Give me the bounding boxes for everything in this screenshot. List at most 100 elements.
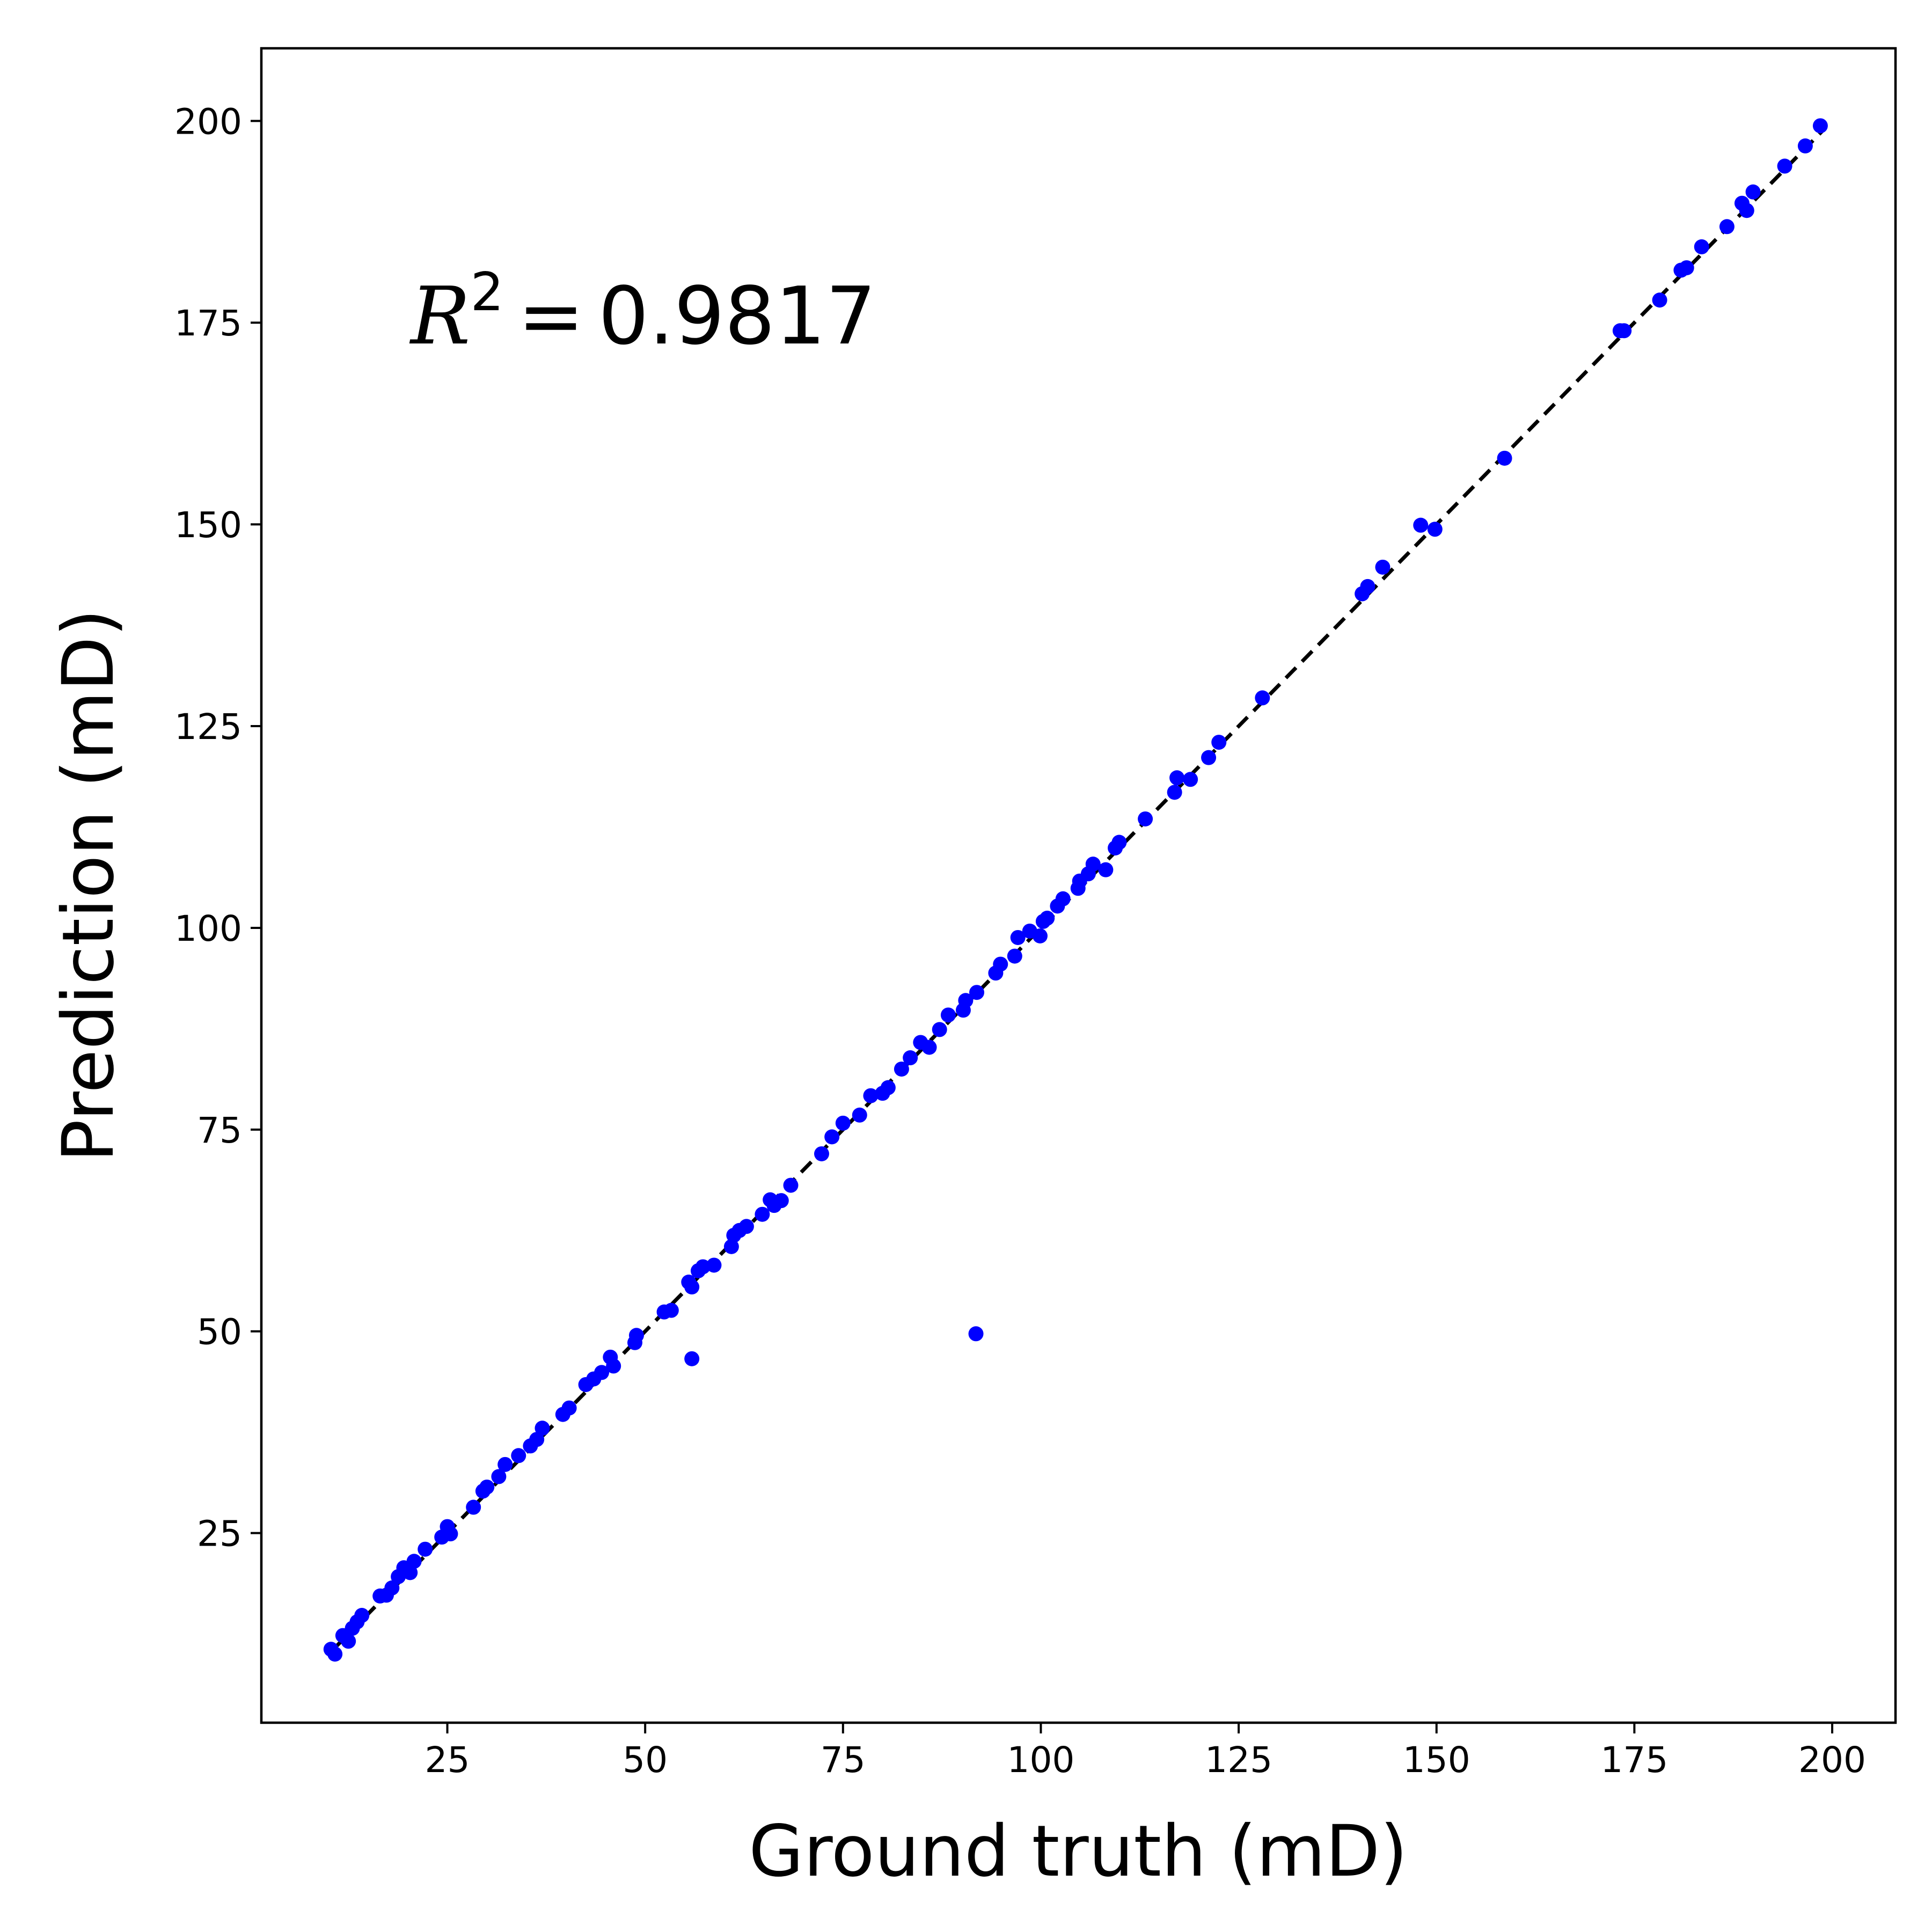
data-point bbox=[969, 985, 985, 1000]
y-tick-label: 100 bbox=[174, 908, 242, 949]
data-point bbox=[529, 1432, 545, 1447]
data-point bbox=[535, 1421, 550, 1436]
data-point bbox=[1652, 292, 1667, 308]
data-point bbox=[1201, 750, 1217, 765]
y-axis: 25 50 75 100 125 150 175 200 bbox=[174, 101, 261, 1555]
annotation-exponent: 2 bbox=[470, 262, 503, 323]
annotation-equals: = bbox=[518, 270, 584, 362]
data-point bbox=[1211, 735, 1227, 750]
plot-area bbox=[323, 118, 1828, 1662]
data-point bbox=[1138, 811, 1153, 826]
data-point bbox=[1255, 690, 1270, 706]
data-point bbox=[479, 1479, 495, 1495]
data-point bbox=[606, 1358, 621, 1374]
data-point bbox=[1085, 857, 1101, 872]
data-point bbox=[684, 1279, 700, 1295]
data-point bbox=[663, 1302, 679, 1318]
data-point bbox=[1055, 891, 1071, 906]
x-tick-label: 125 bbox=[1205, 1739, 1272, 1781]
data-point bbox=[594, 1365, 610, 1380]
data-point bbox=[773, 1193, 789, 1209]
data-point bbox=[1497, 450, 1512, 466]
annotation-value: 0.9817 bbox=[598, 270, 876, 362]
y-tick-label: 50 bbox=[197, 1312, 242, 1353]
data-point bbox=[341, 1634, 356, 1649]
y-tick-label: 200 bbox=[174, 101, 242, 142]
data-point bbox=[1010, 930, 1026, 945]
x-tick-label: 75 bbox=[821, 1739, 866, 1781]
x-tick-label: 150 bbox=[1403, 1739, 1470, 1781]
data-point bbox=[1679, 260, 1694, 275]
x-tick-label: 25 bbox=[425, 1739, 470, 1781]
data-point bbox=[511, 1448, 526, 1463]
data-point bbox=[628, 1328, 644, 1343]
data-point bbox=[968, 1326, 984, 1342]
annotation-r-squared: R2 = 0.9817 bbox=[409, 262, 876, 362]
annotation-symbol: R bbox=[409, 270, 470, 362]
data-point bbox=[814, 1146, 829, 1161]
y-tick-label: 150 bbox=[174, 504, 242, 546]
data-point bbox=[695, 1259, 711, 1275]
data-point bbox=[384, 1580, 400, 1596]
data-point bbox=[491, 1469, 507, 1484]
data-point bbox=[863, 1088, 879, 1103]
data-point bbox=[958, 993, 974, 1008]
data-point bbox=[706, 1257, 722, 1273]
data-point bbox=[921, 1040, 937, 1055]
data-point bbox=[993, 956, 1008, 972]
data-point bbox=[755, 1206, 770, 1222]
data-point bbox=[1777, 158, 1792, 174]
data-point bbox=[1111, 835, 1127, 850]
data-point bbox=[402, 1565, 418, 1580]
data-point bbox=[466, 1499, 481, 1515]
data-point bbox=[1719, 219, 1735, 235]
x-axis-label: Ground truth (mD) bbox=[749, 1810, 1408, 1893]
data-point bbox=[1739, 203, 1754, 218]
data-point bbox=[684, 1351, 700, 1366]
data-point bbox=[497, 1457, 513, 1472]
data-point bbox=[1032, 928, 1048, 943]
data-point bbox=[1007, 948, 1022, 964]
y-tick-label: 25 bbox=[197, 1513, 242, 1555]
data-point bbox=[1169, 770, 1185, 786]
data-point bbox=[783, 1177, 799, 1193]
data-point bbox=[1797, 138, 1813, 153]
y-tick-label: 75 bbox=[197, 1110, 242, 1151]
x-tick-label: 200 bbox=[1798, 1739, 1866, 1781]
data-point bbox=[835, 1115, 851, 1131]
data-point bbox=[354, 1608, 370, 1623]
x-tick-label: 100 bbox=[1007, 1739, 1074, 1781]
data-point bbox=[1616, 323, 1632, 339]
data-point bbox=[723, 1239, 739, 1254]
data-point bbox=[1694, 239, 1709, 254]
data-point bbox=[932, 1022, 947, 1037]
x-axis: 25 50 75 100 125 150 175 200 bbox=[425, 1723, 1866, 1781]
data-point bbox=[1375, 559, 1391, 575]
data-point bbox=[824, 1129, 840, 1145]
data-point bbox=[1183, 772, 1198, 787]
data-point bbox=[903, 1050, 918, 1066]
data-point bbox=[561, 1400, 577, 1416]
y-tick-label: 175 bbox=[174, 303, 242, 344]
data-point bbox=[418, 1541, 433, 1557]
data-point bbox=[880, 1080, 896, 1095]
data-point bbox=[852, 1107, 867, 1123]
y-tick-label: 125 bbox=[174, 706, 242, 748]
y-axis-label: Prediction (mD) bbox=[47, 609, 130, 1162]
data-point bbox=[894, 1062, 909, 1077]
data-point bbox=[1427, 522, 1443, 537]
data-point bbox=[406, 1554, 422, 1569]
plot-frame bbox=[260, 47, 1897, 1724]
data-point bbox=[940, 1007, 956, 1023]
data-point bbox=[1040, 910, 1055, 926]
data-point bbox=[1745, 184, 1761, 200]
data-point bbox=[1812, 118, 1828, 134]
data-point bbox=[1413, 517, 1429, 533]
x-tick-label: 50 bbox=[623, 1739, 668, 1781]
x-tick-label: 175 bbox=[1600, 1739, 1668, 1781]
data-point bbox=[327, 1646, 343, 1662]
data-point bbox=[1360, 579, 1375, 594]
data-point bbox=[738, 1219, 754, 1234]
